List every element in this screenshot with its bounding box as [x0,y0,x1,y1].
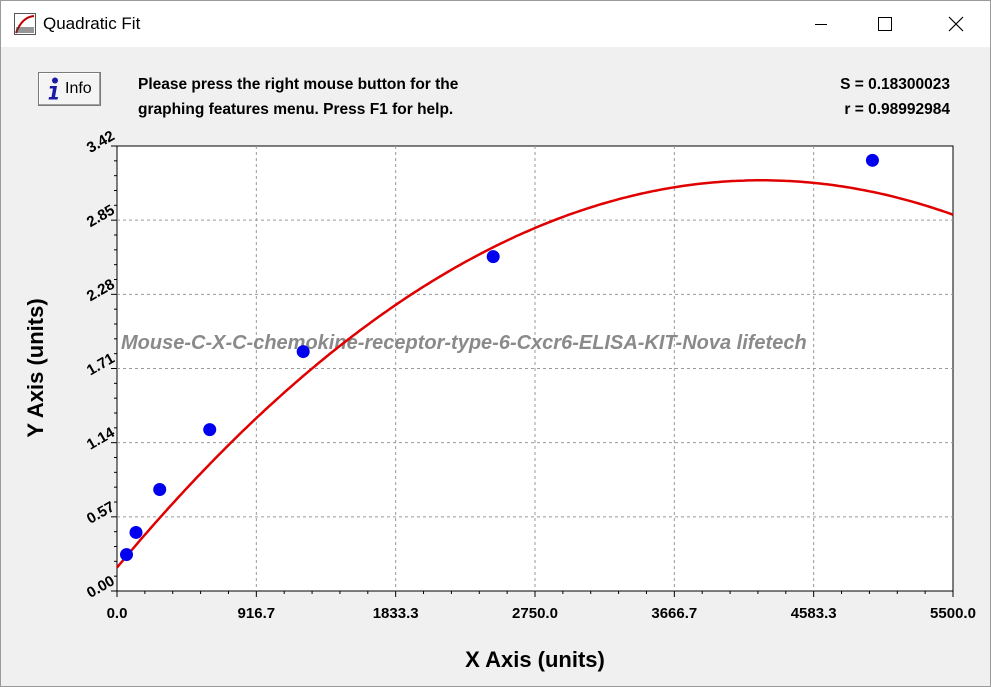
maximize-button[interactable] [855,1,915,47]
fit-statistics: S = 0.18300023 r = 0.98992984 [840,72,950,122]
data-point [120,548,133,562]
info-icon [48,77,58,100]
data-point [153,483,167,497]
curve-fit-app-icon [14,13,36,35]
maximize-icon [878,17,892,31]
help-line-2: graphing features menu. Press F1 for hel… [138,101,454,118]
grid-lines [117,146,953,591]
y-tick-label: 2.85 [84,202,118,231]
window-title: Quadratic Fit [43,14,141,33]
x-tick-label: 916.7 [238,605,276,622]
data-points [120,153,879,562]
data-point [129,525,143,539]
x-tick-label: 5500.0 [930,605,976,622]
data-point [296,345,310,359]
minimize-icon [815,24,827,25]
y-tick-label: 0.57 [84,498,118,527]
y-tick-label: 1.71 [84,350,118,379]
y-tick-labels: 0.00 0.57 1.14 1.71 2.28 2.85 3.42 [84,127,118,601]
help-message: Please press the right mouse button for … [138,72,458,122]
close-button[interactable] [926,1,986,47]
data-point [486,250,500,264]
data-point [203,423,217,437]
fit-curve [116,179,954,569]
y-tick-label: 0.00 [84,572,118,601]
x-tick-label: 2750.0 [512,605,558,622]
x-axis-title: X Axis (units) [465,647,605,672]
info-button[interactable]: Info [38,72,101,106]
y-tick-label: 2.28 [84,276,118,305]
x-tick-label: 1833.3 [373,605,419,622]
minimize-button[interactable] [791,1,851,47]
x-tick-labels: 0.0 916.7 1833.3 2750.0 3666.7 4583.3 5500.0 [107,605,976,622]
data-point [865,153,879,167]
axis-ticks [111,145,954,597]
title-bar[interactable]: Quadratic Fit [1,1,990,47]
help-line-1: Please press the right mouse button for … [138,76,459,93]
y-tick-label: 1.14 [84,424,118,454]
x-tick-label: 3666.7 [651,605,697,622]
y-axis-title: Y Axis (units) [23,298,48,437]
close-icon [948,16,964,32]
watermark-text: Mouse-C-X-C-chemokine-receptor-type-6-Cx… [121,332,807,354]
y-tick-label: 3.42 [84,127,118,156]
correlation-readout: r = 0.98992984 [844,101,950,118]
std-error-readout: S = 0.18300023 [840,76,950,93]
x-tick-label: 0.0 [107,605,128,622]
info-button-label: Info [65,80,92,97]
x-tick-label: 4583.3 [791,605,837,622]
